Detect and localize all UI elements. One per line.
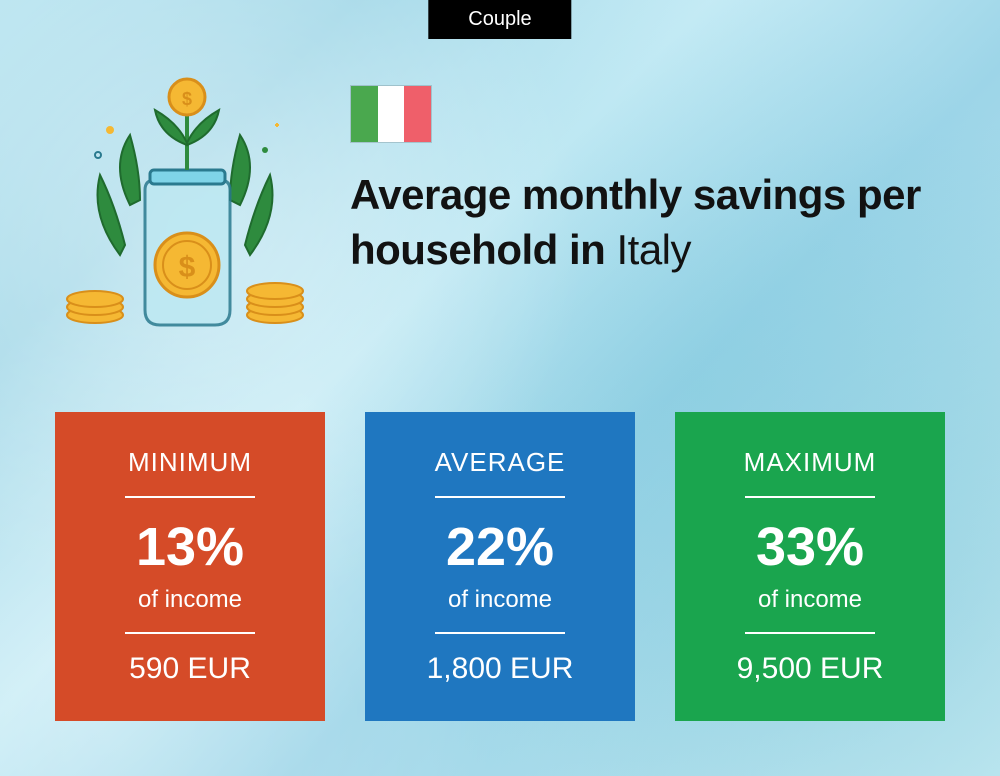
card-subtext: of income <box>80 586 300 614</box>
page-title: Average monthly savings per household in… <box>350 168 940 277</box>
stat-card-maximum: MAXIMUM 33% of income 9,500 EUR <box>675 412 945 721</box>
divider <box>435 496 565 498</box>
stat-card-average: AVERAGE 22% of income 1,800 EUR <box>365 412 635 721</box>
stat-card-minimum: MINIMUM 13% of income 590 EUR <box>55 412 325 721</box>
svg-text:$: $ <box>179 251 196 284</box>
flag-stripe-red <box>404 86 431 142</box>
category-label: Couple <box>428 0 571 39</box>
card-subtext: of income <box>700 586 920 614</box>
card-amount: 1,800 EUR <box>390 652 610 686</box>
card-label: MAXIMUM <box>700 447 920 478</box>
flag-stripe-green <box>351 86 378 142</box>
divider <box>125 496 255 498</box>
italy-flag-icon <box>350 85 432 143</box>
header-section: $ $ Average monthly savings per househol… <box>60 75 940 335</box>
divider <box>745 632 875 634</box>
title-area: Average monthly savings per household in… <box>350 75 940 277</box>
svg-text:$: $ <box>182 89 192 109</box>
flag-stripe-white <box>378 86 405 142</box>
card-label: MINIMUM <box>80 447 300 478</box>
divider <box>745 496 875 498</box>
card-percent: 22% <box>390 516 610 578</box>
card-label: AVERAGE <box>390 447 610 478</box>
card-percent: 13% <box>80 516 300 578</box>
stat-cards-row: MINIMUM 13% of income 590 EUR AVERAGE 22… <box>55 412 945 721</box>
divider <box>125 632 255 634</box>
card-amount: 590 EUR <box>80 652 300 686</box>
savings-jar-illustration: $ $ <box>60 75 310 335</box>
title-country: Italy <box>616 226 691 273</box>
card-percent: 33% <box>700 516 920 578</box>
divider <box>435 632 565 634</box>
card-subtext: of income <box>390 586 610 614</box>
card-amount: 9,500 EUR <box>700 652 920 686</box>
